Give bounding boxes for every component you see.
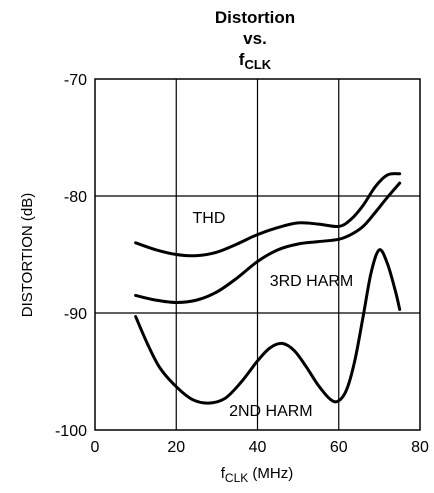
chart-title-line-3: fCLK — [239, 50, 272, 72]
chart-title-f: f — [239, 50, 245, 69]
x-axis-label-clk-subscript: CLK — [225, 471, 248, 485]
y-tick-label: -100 — [55, 423, 87, 440]
x-tick-label: 60 — [330, 439, 348, 456]
y-tick-label: -80 — [64, 189, 87, 206]
series-line-thd — [134, 172, 402, 258]
grid-lines — [95, 79, 420, 430]
y-tick-labels: -70 -80 -90 -100 — [55, 72, 87, 440]
x-tick-label: 0 — [91, 439, 100, 456]
y-tick-label: -90 — [64, 306, 87, 323]
annotation-2nd-harm: 2ND HARM — [229, 403, 313, 420]
x-tick-label: 80 — [411, 439, 429, 456]
chart-title-line-1: Distortion — [215, 8, 295, 27]
y-tick-label: -70 — [64, 72, 87, 89]
x-tick-labels: 0 20 40 60 80 — [91, 439, 429, 456]
series-line-3rd-harm — [134, 181, 402, 304]
series-lines — [134, 172, 402, 405]
chart-title-clk-subscript: CLK — [244, 57, 271, 72]
annotation-thd: THD — [193, 210, 226, 227]
x-tick-label: 20 — [167, 439, 185, 456]
series-annotations: THD 3RD HARM 2ND HARM — [193, 210, 354, 420]
y-axis-label: DISTORTION (dB) — [19, 193, 36, 317]
x-axis-label: fCLK (MHz) — [221, 465, 294, 485]
x-axis-label-unit: (MHz) — [248, 465, 293, 482]
annotation-3rd-harm: 3RD HARM — [270, 273, 354, 290]
x-tick-label: 40 — [249, 439, 267, 456]
chart-title-line-2: vs. — [243, 29, 267, 48]
series-line-2nd-harm — [134, 248, 402, 405]
x-axis-label-f: f — [221, 465, 226, 482]
